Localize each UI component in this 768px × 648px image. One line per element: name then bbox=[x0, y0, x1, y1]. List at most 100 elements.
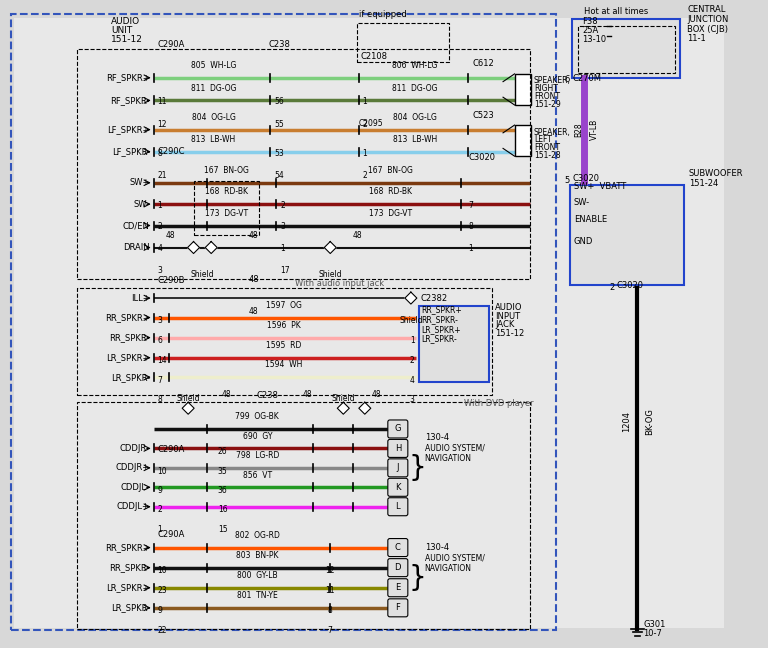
Text: 2: 2 bbox=[280, 201, 285, 210]
Text: 10: 10 bbox=[157, 467, 167, 476]
Text: 167  BN-OG: 167 BN-OG bbox=[368, 166, 412, 175]
Text: 48: 48 bbox=[249, 231, 258, 240]
Text: 813  LB-WH: 813 LB-WH bbox=[392, 135, 437, 144]
FancyBboxPatch shape bbox=[388, 478, 408, 496]
Text: ENABLE: ENABLE bbox=[574, 214, 607, 224]
Polygon shape bbox=[405, 292, 417, 304]
Text: CDDJR-: CDDJR- bbox=[120, 444, 150, 453]
Text: L: L bbox=[396, 502, 400, 511]
Text: 803  BN-PK: 803 BN-PK bbox=[236, 551, 279, 560]
Text: 800  GY-LB: 800 GY-LB bbox=[237, 571, 277, 580]
Text: RR_SPKR+: RR_SPKR+ bbox=[105, 543, 150, 552]
Text: C290A: C290A bbox=[157, 445, 185, 454]
Text: 813  LB-WH: 813 LB-WH bbox=[191, 135, 236, 144]
Text: Shield: Shield bbox=[177, 394, 200, 403]
Text: 130-4: 130-4 bbox=[425, 543, 449, 552]
Text: AUDIO: AUDIO bbox=[495, 303, 523, 312]
Text: 130-4: 130-4 bbox=[425, 433, 449, 442]
Text: SPEAKER,: SPEAKER, bbox=[534, 76, 571, 86]
Text: 54: 54 bbox=[274, 171, 284, 180]
Text: 1597  OG: 1597 OG bbox=[266, 301, 302, 310]
Text: FRONT: FRONT bbox=[534, 143, 560, 152]
Text: 3: 3 bbox=[280, 222, 285, 231]
Text: 7: 7 bbox=[468, 201, 473, 210]
Text: 10: 10 bbox=[157, 566, 167, 575]
Text: 7: 7 bbox=[157, 376, 162, 385]
Text: Shield: Shield bbox=[190, 270, 214, 279]
Text: AUDIO SYSTEM/: AUDIO SYSTEM/ bbox=[425, 553, 485, 562]
Bar bbox=[515, 125, 531, 156]
Text: C290B: C290B bbox=[157, 276, 185, 285]
Text: 48: 48 bbox=[353, 231, 362, 240]
FancyBboxPatch shape bbox=[388, 538, 408, 557]
Text: }: } bbox=[409, 564, 426, 592]
Text: CD/EN: CD/EN bbox=[123, 221, 150, 230]
Text: 48: 48 bbox=[166, 231, 175, 240]
Text: 804  OG-LG: 804 OG-LG bbox=[392, 113, 437, 122]
Text: LR_SPKR+: LR_SPKR+ bbox=[107, 353, 150, 362]
Text: RF_SPKR+: RF_SPKR+ bbox=[106, 73, 150, 82]
Text: 22: 22 bbox=[157, 626, 167, 635]
Polygon shape bbox=[337, 402, 349, 414]
Text: 3: 3 bbox=[410, 395, 415, 404]
Text: 1: 1 bbox=[280, 244, 285, 253]
FancyBboxPatch shape bbox=[388, 498, 408, 516]
Polygon shape bbox=[182, 402, 194, 414]
Bar bbox=[11, 14, 556, 630]
Text: 56: 56 bbox=[274, 97, 284, 106]
Text: 1: 1 bbox=[362, 149, 367, 158]
Polygon shape bbox=[324, 242, 336, 253]
Text: 2: 2 bbox=[362, 120, 367, 129]
Bar bbox=[194, 181, 259, 235]
Text: C612: C612 bbox=[472, 59, 494, 68]
Text: if equipped: if equipped bbox=[359, 10, 407, 19]
Text: G301: G301 bbox=[644, 619, 666, 629]
Text: 168  RD-BK: 168 RD-BK bbox=[205, 187, 248, 196]
Text: 7: 7 bbox=[328, 626, 333, 635]
Bar bbox=[515, 74, 531, 105]
Text: 35: 35 bbox=[218, 467, 227, 476]
Text: BOX (CJB): BOX (CJB) bbox=[687, 25, 728, 34]
Text: 173  DG-VT: 173 DG-VT bbox=[369, 209, 412, 218]
Text: 36: 36 bbox=[218, 486, 227, 495]
Text: 1594  WH: 1594 WH bbox=[266, 360, 303, 369]
Text: 2: 2 bbox=[609, 283, 614, 292]
Text: 12: 12 bbox=[157, 120, 167, 129]
Text: 16: 16 bbox=[218, 505, 227, 515]
Text: JACK: JACK bbox=[495, 320, 515, 329]
Text: INPUT: INPUT bbox=[495, 312, 521, 321]
Text: GND: GND bbox=[574, 237, 593, 246]
Text: C523: C523 bbox=[472, 111, 494, 120]
Text: C290A: C290A bbox=[157, 530, 185, 539]
Text: CDDJL+: CDDJL+ bbox=[117, 502, 150, 511]
Text: E: E bbox=[396, 583, 400, 592]
Text: J: J bbox=[396, 463, 399, 472]
Text: CENTRAL: CENTRAL bbox=[687, 5, 726, 14]
Text: AUDIO: AUDIO bbox=[111, 17, 141, 26]
Text: RR_SPKR+: RR_SPKR+ bbox=[105, 313, 150, 322]
Text: RR_SPKR+: RR_SPKR+ bbox=[421, 305, 462, 314]
Text: Shield: Shield bbox=[332, 394, 355, 403]
Text: 11: 11 bbox=[326, 586, 335, 595]
Text: C238: C238 bbox=[257, 391, 278, 400]
Text: 4: 4 bbox=[410, 376, 415, 385]
Text: 801  TN-YE: 801 TN-YE bbox=[237, 591, 278, 600]
Text: 151-24: 151-24 bbox=[689, 179, 718, 188]
FancyBboxPatch shape bbox=[388, 579, 408, 597]
Text: 6: 6 bbox=[564, 75, 570, 84]
Text: 173  DG-VT: 173 DG-VT bbox=[205, 209, 248, 218]
Text: LR_SPKR+: LR_SPKR+ bbox=[107, 583, 150, 592]
Text: 48: 48 bbox=[303, 389, 312, 399]
Text: F: F bbox=[396, 603, 400, 612]
Text: 25A: 25A bbox=[582, 26, 598, 35]
Text: 21: 21 bbox=[157, 171, 167, 180]
Text: 13-10: 13-10 bbox=[582, 35, 606, 44]
Text: 9: 9 bbox=[157, 606, 162, 615]
Text: 1: 1 bbox=[468, 244, 473, 253]
Text: 799  OG-BK: 799 OG-BK bbox=[236, 412, 279, 421]
Text: 11: 11 bbox=[157, 97, 167, 106]
Text: With DVD player: With DVD player bbox=[464, 399, 534, 408]
Text: 151-28: 151-28 bbox=[534, 151, 561, 160]
FancyBboxPatch shape bbox=[388, 420, 408, 438]
Text: Hot at all times: Hot at all times bbox=[584, 7, 648, 16]
